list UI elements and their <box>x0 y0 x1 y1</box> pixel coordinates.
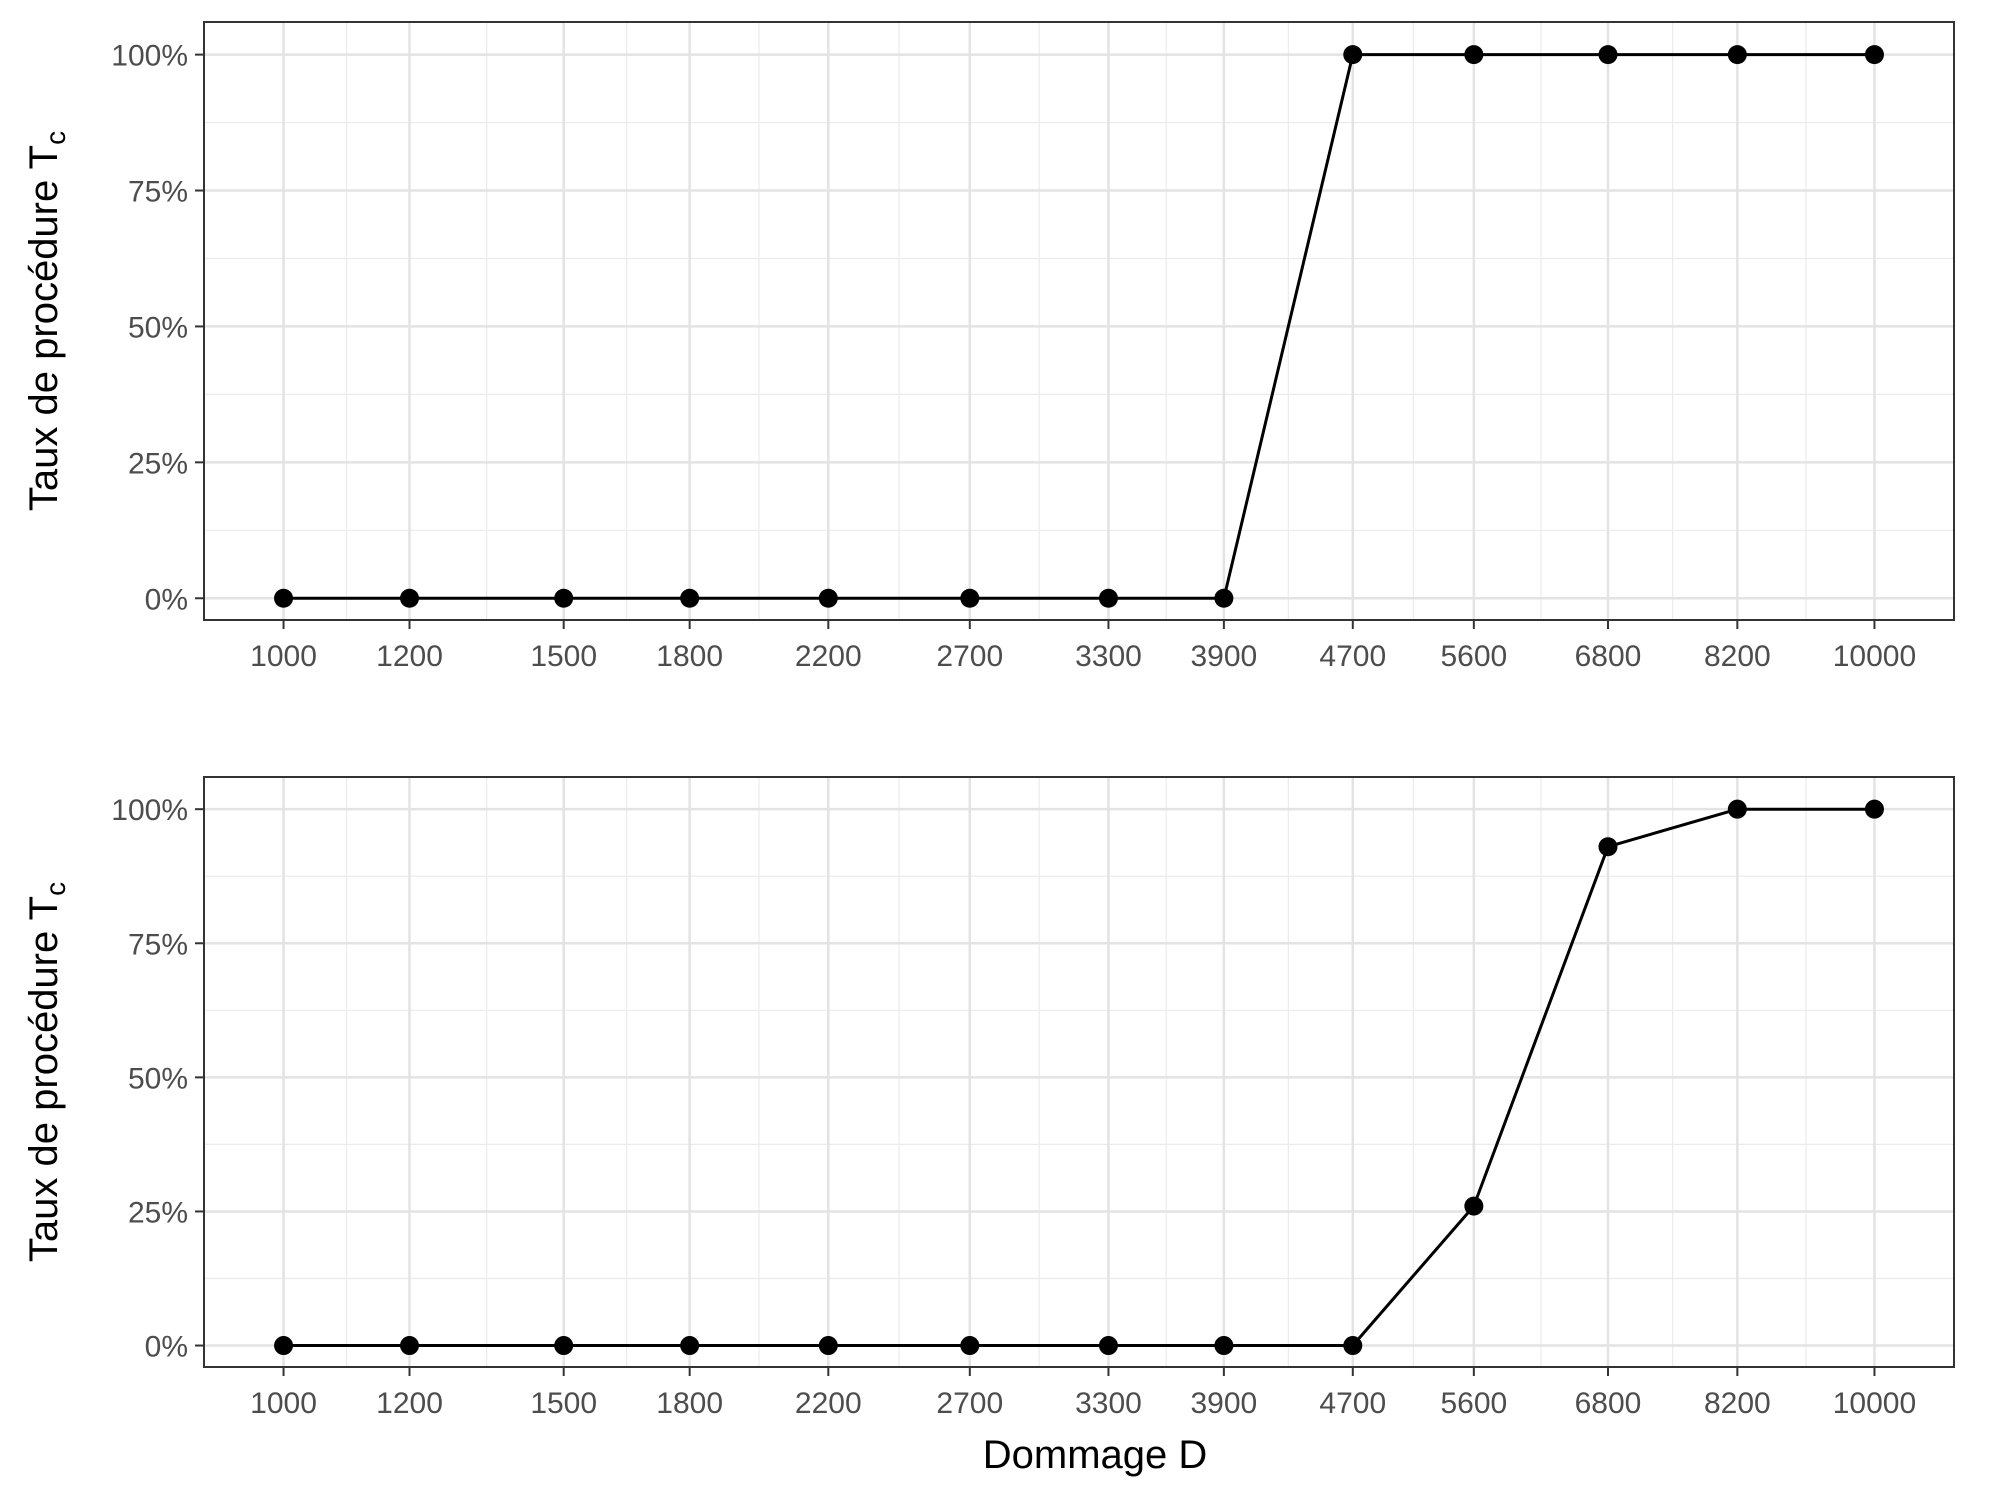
top-y-axis-title-subscript: c <box>40 131 71 145</box>
top-data-point <box>960 588 980 608</box>
top-x-tick-label: 10000 <box>1833 640 1916 673</box>
bottom-x-tick-label: 2700 <box>936 1387 1003 1420</box>
top-data-point <box>1214 588 1234 608</box>
bottom-series <box>274 799 1884 1356</box>
bottom-y-axis-title-subscript: c <box>40 882 71 896</box>
top-x-tick-label: 1200 <box>376 640 443 673</box>
top-x-tick-label: 1800 <box>656 640 723 673</box>
bottom-data-point <box>400 1336 420 1356</box>
bottom-y-axis-title-main: Taux de procédure T <box>22 896 66 1262</box>
top-data-point <box>1343 45 1363 65</box>
bottom-axes: 0% 25% 50% 75% 100% 1000 1200 1500 1800 2200 2700 3… <box>111 794 1916 1420</box>
top-data-point <box>554 588 574 608</box>
top-x-tick-label: 1500 <box>530 640 597 673</box>
bottom-y-tick-label: 50% <box>128 1062 188 1095</box>
bottom-data-point <box>680 1336 700 1356</box>
bottom-data-point <box>274 1336 294 1356</box>
top-x-tick-label: 3900 <box>1191 640 1258 673</box>
top-y-tick-label: 25% <box>128 447 188 480</box>
top-data-point <box>1598 45 1618 65</box>
bottom-x-tick-label: 10000 <box>1833 1387 1916 1420</box>
bottom-x-tick-label: 4700 <box>1319 1387 1386 1420</box>
bottom-x-tick-label: 3300 <box>1075 1387 1142 1420</box>
top-x-tick-label: 1000 <box>250 640 317 673</box>
top-data-point <box>274 588 294 608</box>
bottom-data-point <box>818 1336 838 1356</box>
top-axes: 0% 25% 50% 75% 100% 1000 1200 1500 1800 2200 2700 3… <box>111 40 1916 673</box>
bottom-x-tick-label: 1800 <box>656 1387 723 1420</box>
bottom-x-tick-label: 6800 <box>1575 1387 1642 1420</box>
bottom-data-point <box>1864 799 1884 819</box>
top-x-tick-label: 5600 <box>1440 640 1507 673</box>
bottom-data-point <box>1343 1336 1363 1356</box>
bottom-y-tick-label: 25% <box>128 1196 188 1229</box>
top-data-point <box>400 588 420 608</box>
bottom-data-point <box>1727 799 1747 819</box>
x-axis-title: Dommage D <box>983 1433 1208 1477</box>
top-data-point <box>680 588 700 608</box>
bottom-y-tick-label: 0% <box>145 1331 188 1364</box>
top-panel: 0% 25% 50% 75% 100% 1000 1200 1500 1800 2200 2700 3… <box>22 21 1955 673</box>
bottom-x-tick-label: 1000 <box>250 1387 317 1420</box>
bottom-y-tick-label: 100% <box>111 794 188 827</box>
bottom-x-tick-label: 8200 <box>1704 1387 1771 1420</box>
bottom-data-point <box>554 1336 574 1356</box>
top-y-tick-label: 0% <box>145 583 188 616</box>
top-x-tick-label: 6800 <box>1575 640 1642 673</box>
top-data-point <box>1727 45 1747 65</box>
top-y-tick-label: 100% <box>111 40 188 73</box>
top-x-tick-label: 8200 <box>1704 640 1771 673</box>
top-x-tick-label: 3300 <box>1075 640 1142 673</box>
top-x-tick-label: 4700 <box>1319 640 1386 673</box>
top-y-axis-title: Taux de procédure Tc <box>22 131 71 511</box>
top-y-axis-title-main: Taux de procédure T <box>22 145 66 511</box>
bottom-data-point <box>1214 1336 1234 1356</box>
bottom-data-point <box>960 1336 980 1356</box>
bottom-x-tick-label: 1500 <box>530 1387 597 1420</box>
bottom-data-point <box>1464 1196 1484 1216</box>
top-panel-border <box>203 21 1955 621</box>
bottom-x-tick-label: 2200 <box>795 1387 862 1420</box>
bottom-panel: 0% 25% 50% 75% 100% 1000 1200 1500 1800 2200 2700 3… <box>22 776 1955 1420</box>
top-x-tick-label: 2200 <box>795 640 862 673</box>
top-x-tick-label: 2700 <box>936 640 1003 673</box>
bottom-panel-border <box>203 776 1955 1368</box>
top-y-tick-label: 75% <box>128 176 188 209</box>
top-data-point <box>1098 588 1118 608</box>
bottom-data-point <box>1098 1336 1118 1356</box>
top-data-point <box>1864 45 1884 65</box>
bottom-data-point <box>1598 837 1618 857</box>
top-series <box>274 45 1884 608</box>
bottom-x-tick-label: 1200 <box>376 1387 443 1420</box>
top-data-point <box>818 588 838 608</box>
top-data-point <box>1464 45 1484 65</box>
bottom-x-tick-label: 3900 <box>1191 1387 1258 1420</box>
bottom-x-tick-label: 5600 <box>1440 1387 1507 1420</box>
bottom-grid <box>204 777 1954 1367</box>
top-y-tick-label: 50% <box>128 311 188 344</box>
bottom-y-axis-title: Taux de procédure Tc <box>22 882 71 1262</box>
bottom-y-tick-label: 75% <box>128 928 188 961</box>
